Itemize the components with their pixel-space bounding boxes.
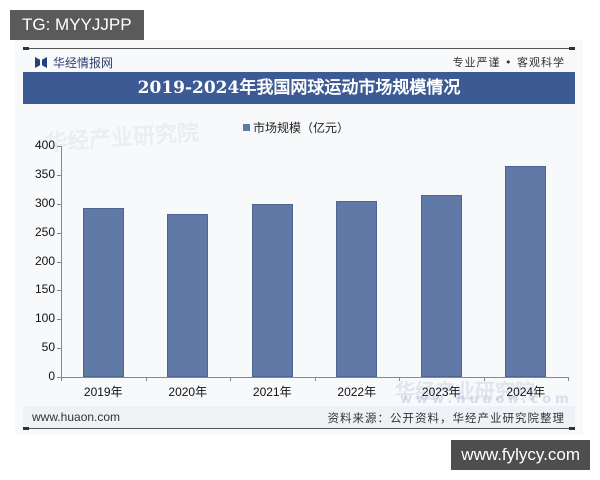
watermark: 华经产业研究院 bbox=[44, 120, 200, 157]
bar-2024年 bbox=[505, 166, 547, 377]
x-tick-mark bbox=[399, 377, 400, 381]
bar-2021年 bbox=[251, 204, 293, 377]
x-tick-label: 2024年 bbox=[506, 385, 546, 399]
x-tick-mark bbox=[314, 377, 316, 381]
x-tick-label: 2020年 bbox=[168, 385, 208, 399]
y-axis bbox=[61, 146, 62, 377]
y-tick-mark bbox=[57, 348, 61, 350]
bottom-divider bbox=[23, 428, 575, 429]
bar-2020年 bbox=[167, 213, 209, 377]
slogan: 专业严谨 • 客观科学 bbox=[452, 56, 565, 69]
y-tick-label: 0 bbox=[48, 369, 55, 383]
legend-label: 市场规模（亿元） bbox=[253, 121, 350, 135]
chart-title: 2019-2024年我国网球运动市场规模情况 bbox=[23, 72, 575, 104]
x-tick-mark bbox=[145, 377, 147, 381]
y-tick-label: 350 bbox=[34, 166, 55, 181]
legend-swatch bbox=[243, 124, 250, 131]
x-tick-label: 2021年 bbox=[252, 385, 292, 399]
y-tick-mark bbox=[57, 290, 61, 292]
bar-2019年 bbox=[82, 208, 124, 377]
y-tick-mark bbox=[57, 232, 61, 234]
y-tick-mark bbox=[57, 174, 61, 176]
y-tick-mark bbox=[57, 377, 61, 378]
x-tick-mark bbox=[230, 377, 231, 381]
bottom-divider-cap-right bbox=[569, 427, 575, 430]
chart-card: 华经情报网 专业严谨 • 客观科学 2019-2024年我国网球运动市场规模情况… bbox=[15, 40, 583, 435]
x-tick-label: 2019年 bbox=[83, 385, 123, 399]
y-tick-mark bbox=[57, 261, 61, 263]
y-tick-label: 150 bbox=[34, 282, 55, 297]
brand: 华经情报网 bbox=[35, 54, 113, 71]
y-tick-mark bbox=[57, 146, 61, 147]
bar-2023年 bbox=[420, 194, 462, 377]
y-tick-label: 400 bbox=[34, 138, 55, 152]
y-tick-mark bbox=[57, 203, 61, 205]
footer-source: 资料来源：公开资料，华经产业研究院整理 bbox=[327, 411, 565, 425]
brand-name: 华经情报网 bbox=[53, 56, 114, 70]
y-tick-label: 250 bbox=[34, 224, 55, 239]
site-watermark-badge: www.fylycy.com bbox=[451, 440, 590, 470]
x-tick-label: 2023年 bbox=[421, 385, 461, 399]
y-tick-mark bbox=[57, 319, 61, 321]
chart-legend: 市场规模（亿元） bbox=[243, 119, 349, 136]
x-tick-mark bbox=[483, 377, 485, 381]
y-tick-label: 300 bbox=[34, 195, 55, 210]
y-tick-label: 50 bbox=[41, 340, 55, 355]
huajing-logo-icon bbox=[35, 57, 47, 68]
tg-label-badge: TG: MYYJJPP bbox=[10, 10, 144, 40]
footer-band bbox=[23, 406, 575, 428]
footer-website: www.huaon.com bbox=[32, 410, 121, 424]
bottom-divider-cap-left bbox=[23, 427, 29, 430]
x-tick-mark bbox=[568, 377, 569, 381]
x-tick-label: 2022年 bbox=[337, 385, 377, 399]
bar-2022年 bbox=[336, 200, 378, 377]
y-tick-label: 200 bbox=[34, 253, 55, 268]
top-divider bbox=[23, 48, 575, 49]
top-divider-cap-left bbox=[23, 47, 29, 50]
x-tick-mark bbox=[61, 377, 62, 381]
top-divider-cap-right bbox=[569, 47, 575, 50]
y-tick-label: 100 bbox=[34, 311, 55, 326]
